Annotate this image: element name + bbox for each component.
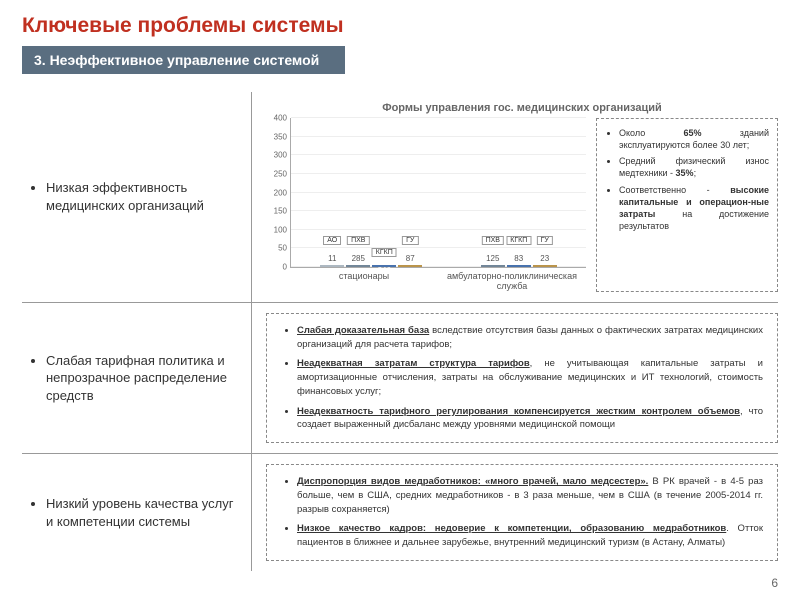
info-item: Около 65% зданий эксплуатируются более 3… [619, 127, 769, 151]
bar-group: 125ПХВ83КГКП23ГУ [481, 265, 557, 267]
bar-pxv: 125ПХВ [481, 265, 505, 267]
bar-pxv: 285ПХВ [346, 265, 370, 267]
info-list-1: Около 65% зданий эксплуатируются более 3… [605, 127, 769, 232]
page-number: 6 [771, 576, 778, 590]
section-subtitle: 3. Неэффективное управление системой [22, 46, 345, 74]
slide: Ключевые проблемы системы 3. Неэффективн… [0, 0, 800, 600]
chart-box: 05010015020025030035040011АО285ПХВ346КГК… [266, 118, 586, 292]
info-item: Соответственно - высокие капитальные и о… [619, 184, 769, 233]
detail-list-3: Диспропорция видов медработников: «много… [281, 475, 763, 550]
bar-chart: 05010015020025030035040011АО285ПХВ346КГК… [290, 118, 586, 268]
row-3: Низкий уровень качества услуг и компетен… [22, 453, 778, 571]
info-item: Средний физический износ медтехники - 35… [619, 155, 769, 179]
bar-gu: 87ГУ [398, 265, 422, 267]
row-2-left: Слабая тарифная политика и непрозрачное … [22, 303, 252, 453]
row-2-right: Слабая доказательная база вследствие отс… [252, 303, 778, 453]
bar-gu: 23ГУ [533, 265, 557, 267]
bar-ao: 11АО [320, 265, 344, 267]
bar-kgkp: 346КГКП [372, 265, 396, 267]
bullet-2: Слабая тарифная политика и непрозрачное … [46, 352, 241, 405]
bar-kgkp: 83КГКП [507, 265, 531, 267]
info-box-1: Около 65% зданий эксплуатируются более 3… [596, 118, 778, 292]
bullet-1: Низкая эффективность медицинских организ… [46, 179, 241, 214]
detail-item: Неадекватная затратам структура тарифов,… [297, 357, 763, 398]
chart-wrap: 05010015020025030035040011АО285ПХВ346КГК… [266, 118, 778, 292]
bar-group: 11АО285ПХВ346КГКП87ГУ [320, 265, 422, 267]
detail-item: Диспропорция видов медработников: «много… [297, 475, 763, 516]
x-axis-labels: стационарыамбулаторно-поликлиническая сл… [290, 272, 586, 292]
row-1-left: Низкая эффективность медицинских организ… [22, 92, 252, 302]
detail-box-3: Диспропорция видов медработников: «много… [266, 464, 778, 561]
row-1: Низкая эффективность медицинских организ… [22, 92, 778, 302]
detail-item: Слабая доказательная база вследствие отс… [297, 324, 763, 352]
bullet-3: Низкий уровень качества услуг и компетен… [46, 495, 241, 530]
row-3-right: Диспропорция видов медработников: «много… [252, 454, 778, 571]
detail-box-2: Слабая доказательная база вследствие отс… [266, 313, 778, 443]
detail-list-2: Слабая доказательная база вследствие отс… [281, 324, 763, 432]
detail-item: Низкое качество кадров: недоверие к комп… [297, 522, 763, 550]
row-2: Слабая тарифная политика и непрозрачное … [22, 302, 778, 453]
content: Низкая эффективность медицинских организ… [22, 92, 778, 571]
page-title: Ключевые проблемы системы [22, 14, 778, 38]
detail-item: Неадекватность тарифного регулирования к… [297, 405, 763, 433]
chart-title: Формы управления гос. медицинских органи… [266, 102, 778, 114]
row-3-left: Низкий уровень качества услуг и компетен… [22, 454, 252, 571]
row-1-right: Формы управления гос. медицинских органи… [252, 92, 778, 302]
